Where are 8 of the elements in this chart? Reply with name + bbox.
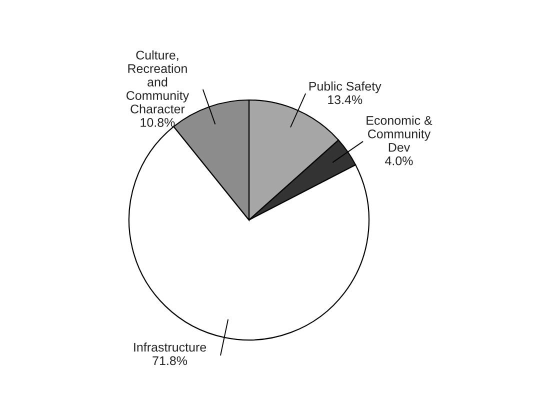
slice-label: Culture, Recreation and Community Character — [126, 50, 190, 114]
slice-label: Economic & Community Dev — [366, 116, 432, 152]
data-label: 71.8% — [152, 356, 188, 366]
data-label: 4.0% — [385, 156, 413, 166]
slice-label: Infrastructure — [134, 342, 206, 352]
data-label: 10.8% — [140, 118, 175, 127]
slice-label: Public Safety — [309, 81, 382, 94]
data-label: 13.4% — [328, 95, 362, 104]
